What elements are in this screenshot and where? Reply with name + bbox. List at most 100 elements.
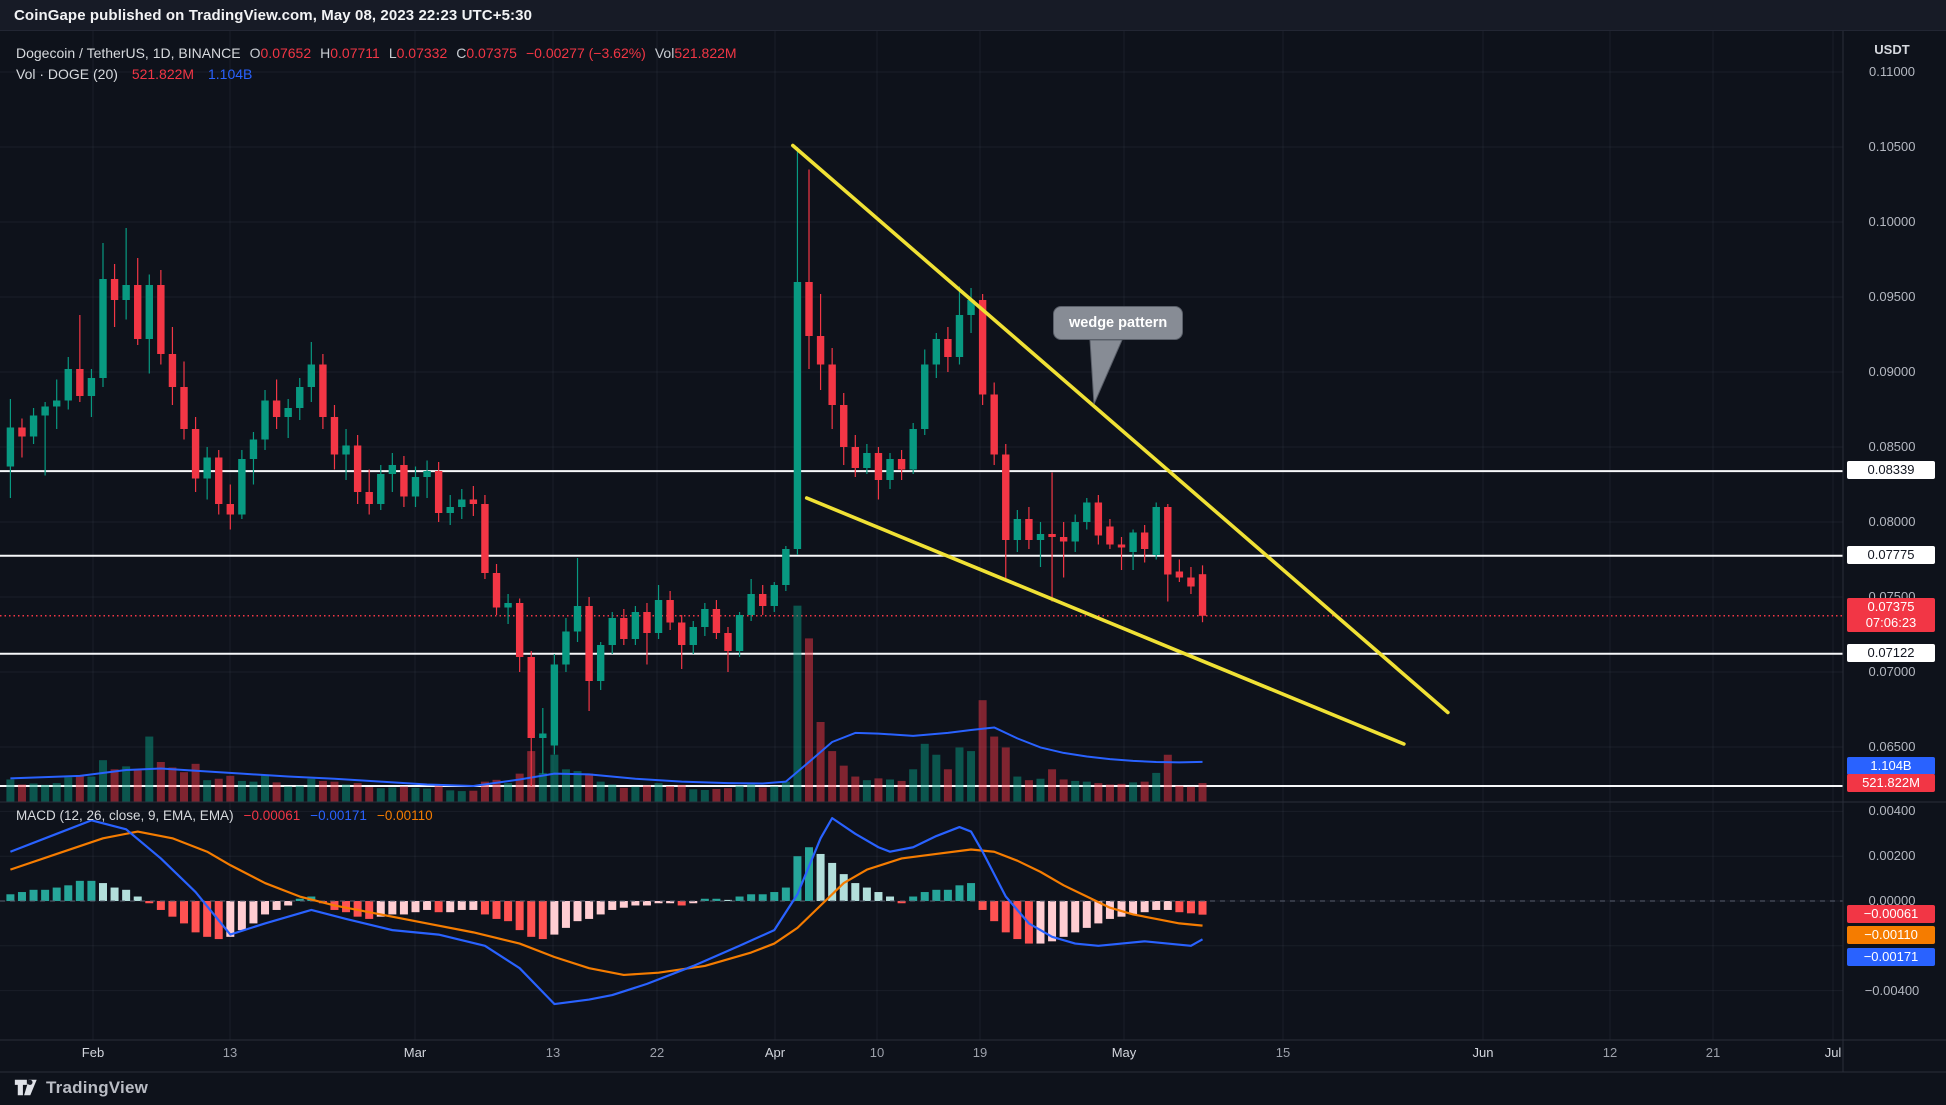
candle[interactable] — [342, 429, 350, 480]
candle[interactable] — [52, 379, 61, 430]
candle[interactable] — [793, 147, 802, 555]
candle[interactable] — [677, 615, 686, 669]
candle[interactable] — [550, 654, 559, 755]
candle[interactable] — [932, 333, 941, 378]
candle[interactable] — [666, 591, 674, 630]
candle[interactable] — [99, 243, 107, 387]
candle[interactable] — [377, 465, 385, 510]
candle[interactable] — [782, 546, 790, 591]
candle[interactable] — [978, 294, 987, 405]
candle[interactable] — [18, 418, 26, 458]
candle[interactable] — [701, 603, 709, 636]
candle[interactable] — [712, 600, 721, 639]
candle[interactable] — [620, 609, 628, 645]
candle[interactable] — [596, 642, 605, 690]
candle[interactable] — [353, 435, 362, 504]
candle[interactable] — [446, 495, 454, 525]
candle[interactable] — [1152, 502, 1160, 560]
candle[interactable] — [1129, 529, 1137, 571]
candle[interactable] — [1140, 525, 1149, 563]
candle[interactable] — [886, 453, 894, 489]
candle[interactable] — [261, 390, 269, 450]
candle[interactable] — [249, 432, 258, 485]
candle[interactable] — [330, 405, 339, 470]
candle[interactable] — [458, 489, 466, 519]
candle[interactable] — [770, 582, 778, 612]
candle[interactable] — [967, 288, 975, 333]
candle[interactable] — [388, 453, 397, 492]
candle[interactable] — [226, 484, 235, 530]
candle[interactable] — [1048, 472, 1056, 602]
candle[interactable] — [296, 378, 304, 420]
candle[interactable] — [1187, 567, 1195, 594]
candle[interactable] — [1175, 559, 1184, 583]
candle[interactable] — [689, 621, 697, 654]
tradingview-logo[interactable]: TradingView — [14, 1077, 148, 1098]
candle[interactable] — [134, 258, 142, 345]
candle[interactable] — [76, 315, 84, 402]
candle[interactable] — [238, 450, 246, 519]
candle[interactable] — [828, 348, 836, 429]
candle[interactable] — [562, 618, 570, 672]
candle[interactable] — [492, 564, 501, 615]
candle[interactable] — [191, 417, 200, 492]
candle[interactable] — [1036, 522, 1045, 567]
candle[interactable] — [504, 594, 512, 624]
candle[interactable] — [955, 286, 964, 365]
candle[interactable] — [631, 606, 640, 645]
candle[interactable] — [1117, 537, 1126, 570]
candle[interactable] — [434, 462, 443, 522]
candle[interactable] — [944, 327, 952, 372]
candle[interactable] — [29, 408, 38, 444]
candle[interactable] — [307, 342, 316, 402]
candle[interactable] — [1094, 495, 1103, 545]
candle[interactable] — [759, 585, 767, 615]
candle[interactable] — [990, 382, 998, 466]
candle[interactable] — [272, 379, 281, 430]
candle[interactable] — [1013, 510, 1022, 552]
candle[interactable] — [1071, 514, 1079, 553]
candle[interactable] — [724, 627, 732, 672]
candle[interactable] — [1025, 507, 1033, 549]
candle[interactable] — [319, 354, 327, 429]
candle[interactable] — [411, 466, 420, 508]
candle[interactable] — [921, 349, 929, 436]
candle[interactable] — [122, 228, 130, 320]
candle[interactable] — [863, 444, 871, 474]
candle[interactable] — [6, 399, 15, 498]
candle[interactable] — [1059, 522, 1068, 578]
candle[interactable] — [180, 361, 188, 440]
candle[interactable] — [400, 456, 408, 507]
pane-separators[interactable] — [0, 31, 1946, 1073]
candle[interactable] — [1198, 565, 1207, 623]
candle[interactable] — [87, 369, 96, 417]
candle[interactable] — [469, 486, 478, 516]
symbol-legend-row[interactable]: Dogecoin / TetherUS, 1D, BINANCE O0.07652… — [16, 45, 737, 61]
candle[interactable] — [805, 169, 813, 370]
candle[interactable] — [874, 447, 883, 500]
candle[interactable] — [284, 399, 292, 438]
candle[interactable] — [608, 612, 616, 654]
candle[interactable] — [215, 450, 223, 515]
candle[interactable] — [816, 294, 825, 390]
wedge-trend-lines[interactable] — [791, 143, 1450, 746]
candle[interactable] — [157, 270, 165, 365]
candle[interactable] — [1083, 498, 1091, 530]
candle[interactable] — [515, 598, 524, 673]
candle[interactable] — [64, 357, 72, 410]
candle[interactable] — [168, 327, 177, 405]
candle[interactable] — [203, 447, 211, 500]
candle[interactable] — [643, 603, 651, 665]
wedge-pattern-callout[interactable]: wedge pattern — [1053, 306, 1184, 340]
candle[interactable] — [1164, 504, 1172, 602]
candle[interactable] — [840, 393, 848, 465]
candle[interactable] — [41, 402, 49, 476]
candle[interactable] — [423, 460, 431, 499]
candle[interactable] — [365, 469, 373, 515]
candle[interactable] — [573, 558, 582, 642]
candle[interactable] — [735, 612, 744, 657]
candle[interactable] — [539, 708, 547, 774]
candle[interactable] — [145, 274, 153, 374]
candle[interactable] — [1106, 519, 1114, 549]
candle[interactable] — [747, 579, 755, 621]
